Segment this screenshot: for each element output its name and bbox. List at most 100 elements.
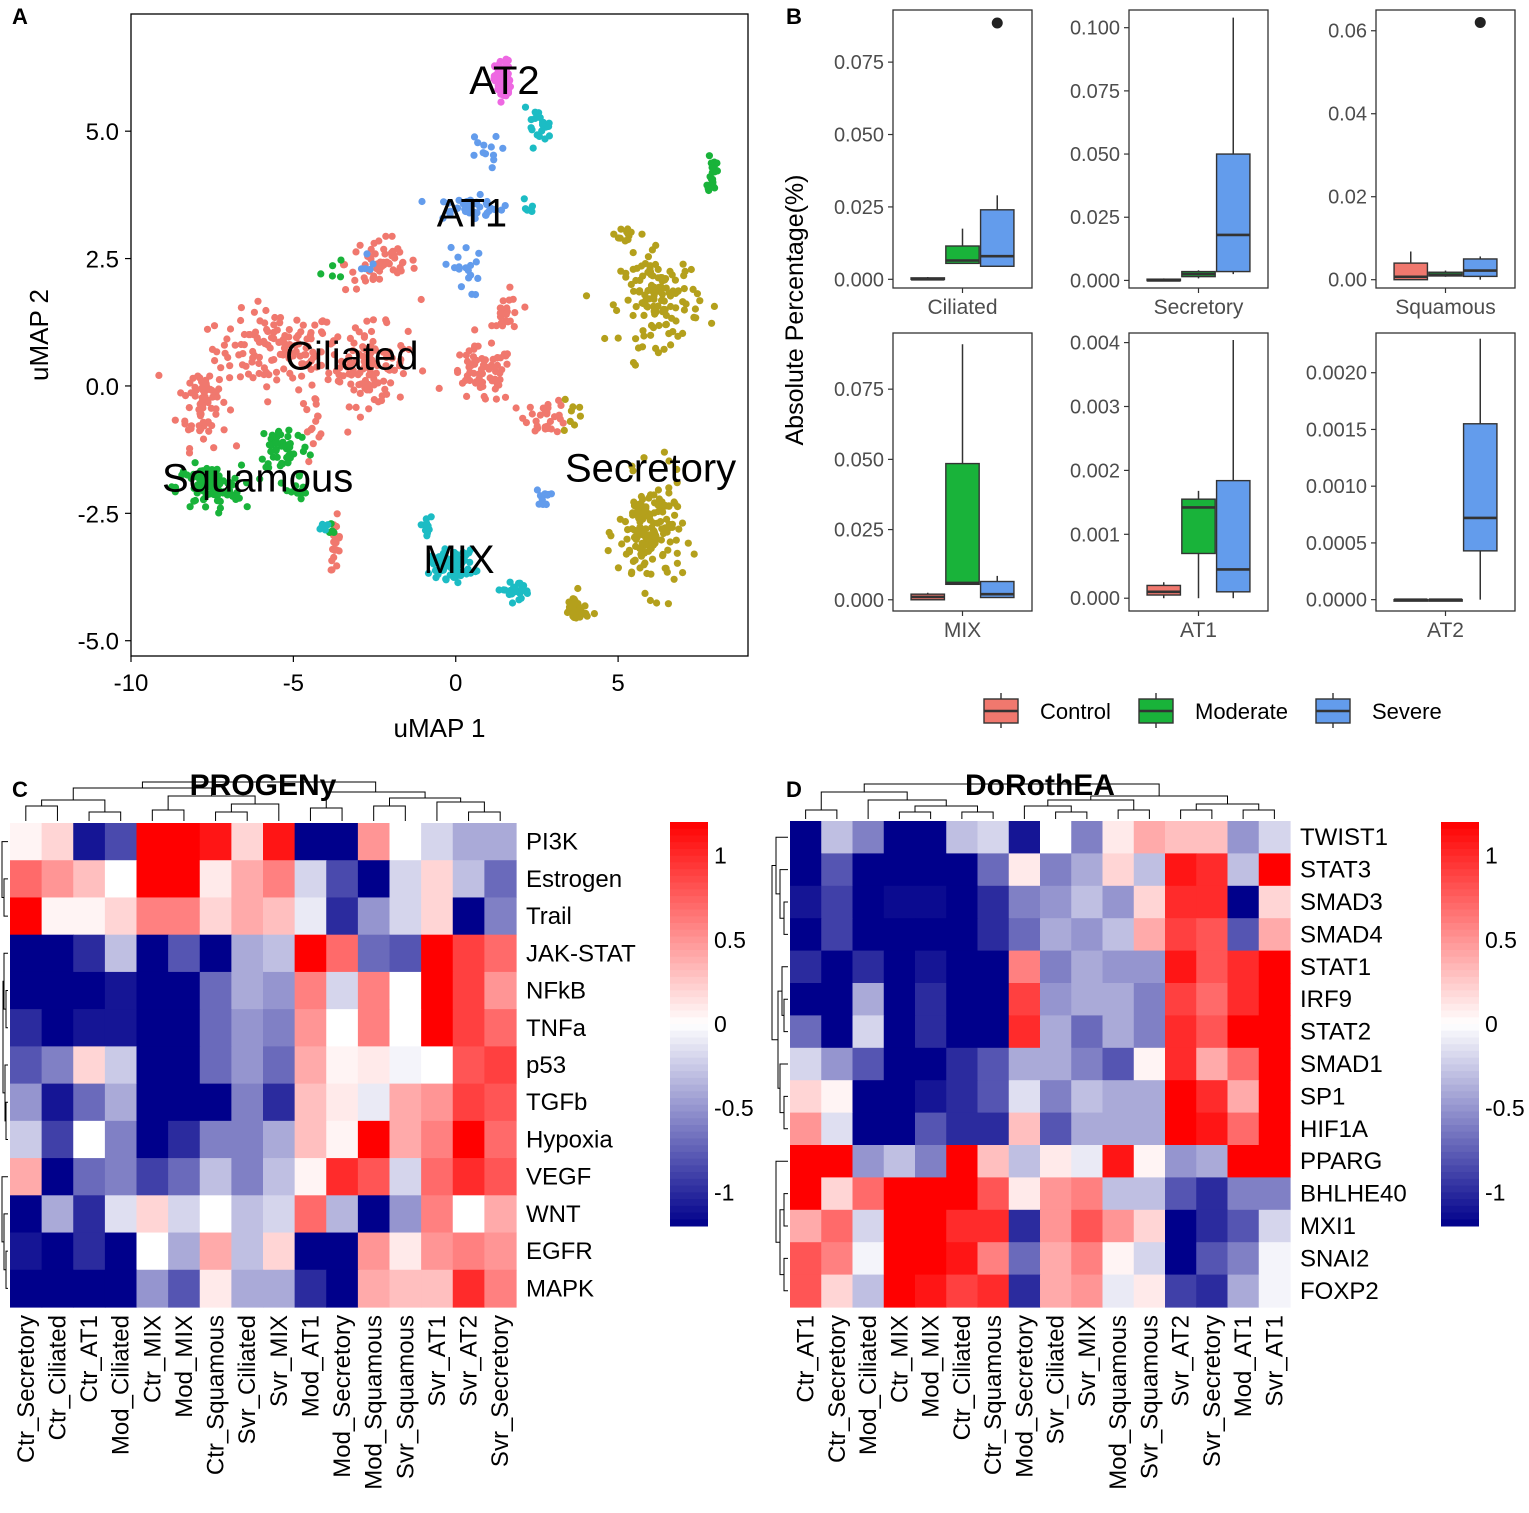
umap-point (624, 526, 632, 534)
color-legend-step (1441, 997, 1479, 1005)
heatmap-cell (41, 1269, 74, 1308)
color-legend-step (670, 842, 708, 850)
umap-cluster-secretory (560, 225, 719, 622)
heatmap-cell (452, 1120, 485, 1159)
heatmap-cell (1196, 918, 1229, 952)
umap-point (476, 370, 484, 378)
color-legend-step (1441, 1118, 1479, 1126)
umap-point (447, 243, 455, 252)
heatmap-cell (231, 1083, 264, 1122)
heatmap-cell (199, 860, 232, 899)
heatmap-cell (326, 1158, 359, 1196)
umap-point (610, 230, 618, 238)
color-legend-step (1441, 1172, 1479, 1180)
umap-point (464, 565, 472, 573)
heatmap-cell (1196, 885, 1229, 919)
umap-point (533, 422, 541, 430)
heatmap-cell (821, 983, 854, 1016)
umap-point (662, 564, 670, 573)
umap-point (191, 459, 199, 467)
heatmap-cell (484, 971, 517, 1010)
color-legend-step (1441, 889, 1479, 897)
umap-point (679, 569, 687, 577)
umap-point (366, 265, 374, 274)
umap-point (527, 116, 535, 124)
umap-point (483, 209, 491, 217)
color-legend-label: 0 (1485, 1011, 1498, 1037)
color-legend-step (670, 1172, 708, 1180)
umap-point (641, 589, 649, 598)
umap-point (493, 354, 501, 362)
dendrogram-branch (820, 791, 908, 810)
umap-point (476, 190, 484, 199)
umap-point (557, 401, 565, 409)
umap-point (642, 505, 650, 513)
panel-a-umap: -10 -5 0 5 -5.0 -2.5 0.0 2.5 5.0 uMAP 1 uMAP 2 AT2 A… (24, 13, 749, 743)
umap-point (565, 603, 574, 611)
column-label: Ctr_Secretory (13, 1315, 40, 1463)
heatmap-cell (1227, 983, 1260, 1016)
umap-point (155, 371, 163, 379)
heatmap-cell (263, 860, 296, 899)
heatmap-cell (326, 1195, 359, 1234)
heatmap-cell (790, 1145, 822, 1178)
umap-point (665, 457, 673, 465)
heatmap-cell (1133, 1177, 1166, 1211)
color-legend-step (1441, 828, 1479, 836)
umap-point (570, 599, 579, 607)
umap-point (601, 334, 609, 343)
heatmap-cell (484, 897, 517, 936)
umap-point (652, 241, 660, 249)
heatmap-cell (263, 1269, 296, 1308)
heatmap-cell (104, 1083, 138, 1122)
umap-point (356, 241, 364, 249)
umap-point (286, 369, 294, 377)
heatmap-cell (946, 1112, 979, 1146)
umap-point (655, 495, 664, 503)
box-control (1393, 251, 1429, 281)
heatmap-cell (294, 1083, 327, 1122)
heatmap-cell (852, 1177, 885, 1211)
umap-point (296, 352, 304, 360)
row-label: MXI1 (1300, 1213, 1356, 1240)
color-legend-step (670, 889, 708, 897)
umap-point (345, 403, 353, 411)
heatmap-cell (852, 983, 885, 1016)
umap-point (207, 404, 215, 412)
umap-point (553, 428, 561, 436)
umap-point (220, 341, 228, 349)
heatmap-cell (1102, 918, 1135, 952)
umap-point (614, 334, 622, 342)
umap-point (185, 449, 194, 457)
umap-point (517, 594, 525, 602)
umap-point (635, 288, 643, 296)
umap-point (231, 341, 239, 349)
heatmap-cell (10, 1009, 43, 1047)
heatmap-cell (41, 1046, 74, 1085)
umap-point (654, 349, 663, 357)
umap-point (642, 525, 650, 533)
row-label: JAK-STAT (526, 940, 636, 967)
heatmap-cell (452, 1232, 485, 1271)
color-legend-step (1441, 1158, 1479, 1166)
umap-point (311, 321, 319, 329)
umap-point (572, 614, 580, 622)
heatmap-cell (883, 983, 916, 1016)
column-label: Mod_Secretory (1011, 1315, 1038, 1478)
umap-point (470, 133, 479, 141)
column-label: Mod_MIX (918, 1315, 945, 1418)
heatmap-cell (915, 950, 947, 984)
color-legend-step (670, 1077, 708, 1086)
umap-point (630, 287, 638, 295)
box-moderate (945, 344, 980, 586)
box-control (1146, 582, 1182, 599)
heatmap-cell (915, 1047, 947, 1081)
heatmap-cell (1258, 950, 1291, 984)
heatmap-cell (946, 1274, 979, 1308)
umap-point (187, 474, 195, 482)
heatmap-cell (1196, 1112, 1229, 1146)
heatmap-cell (357, 1009, 391, 1047)
heatmap-cell (1165, 885, 1197, 919)
umap-point (456, 351, 464, 359)
umap-point (273, 439, 281, 447)
